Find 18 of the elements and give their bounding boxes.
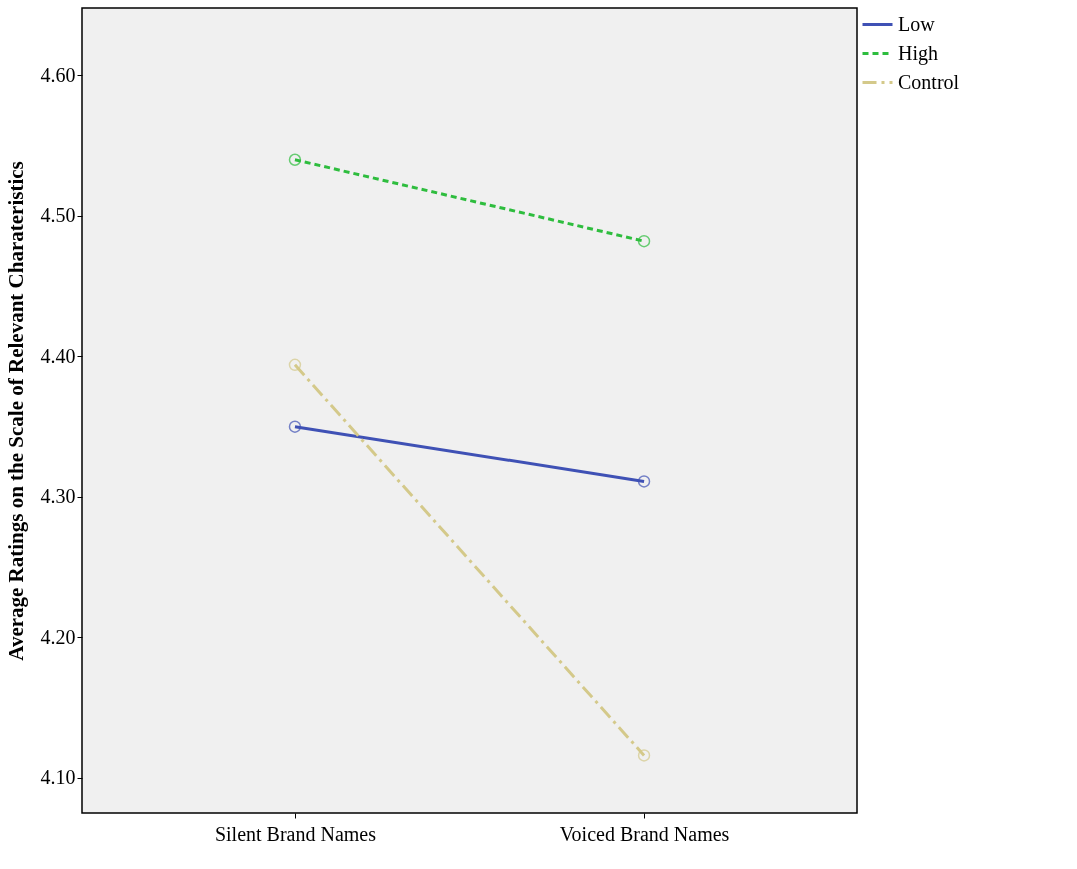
point: [637, 475, 651, 488]
y-tick-label: 4.20: [40, 625, 76, 648]
point: [288, 358, 302, 372]
point: [637, 234, 651, 248]
legend-label: Low: [898, 12, 936, 35]
legend-label: Control: [898, 70, 960, 93]
y-tick-label: 4.50: [40, 204, 76, 227]
point: [288, 420, 302, 433]
x-tick-label: Voiced Brand Names: [559, 822, 730, 845]
y-tick-label: 4.40: [40, 344, 76, 367]
y-tick-label: 4.60: [40, 63, 76, 86]
point: [288, 153, 302, 166]
point: [637, 749, 651, 762]
y-axis-title: Average Ratings on the Scale of Relevant Charateristics: [3, 161, 28, 661]
y-tick-label: 4.10: [40, 766, 76, 789]
y-tick-label: 4.30: [40, 485, 76, 508]
legend-label: High: [898, 41, 938, 65]
x-tick-label: Silent Brand Names: [214, 822, 377, 845]
